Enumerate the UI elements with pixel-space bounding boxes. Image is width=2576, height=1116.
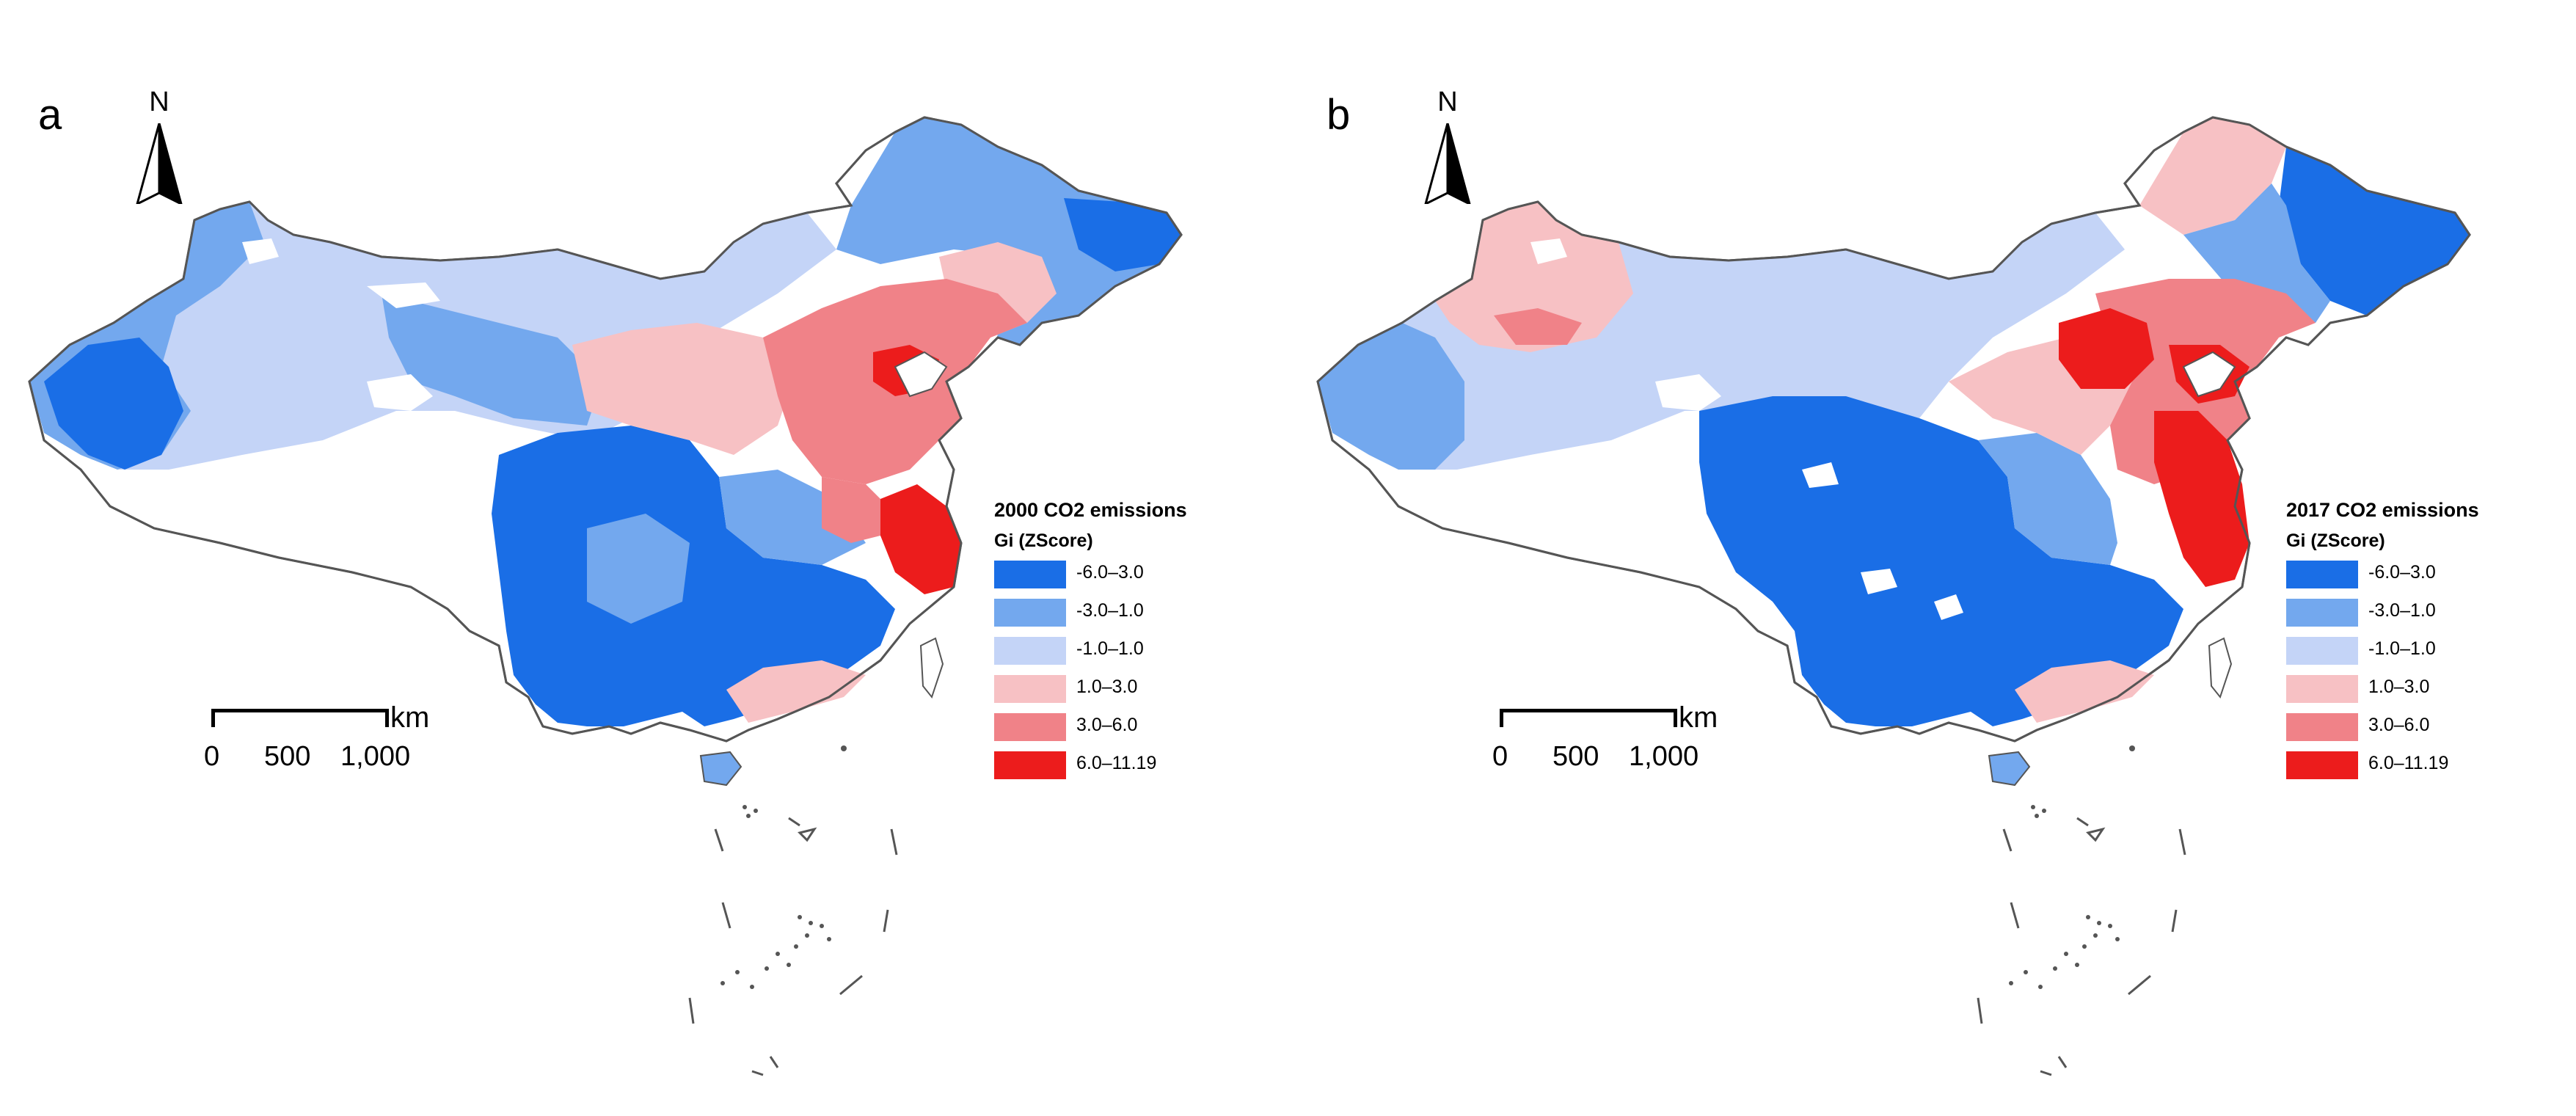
- scale-tick: 500: [264, 741, 311, 772]
- north-label: N: [149, 87, 169, 117]
- scale-tick: 0: [204, 741, 220, 772]
- legend-item: 3.0–6.0: [2286, 706, 2576, 744]
- scale-unit: km: [390, 701, 430, 734]
- legend-swatch: [2286, 675, 2358, 703]
- north-label: N: [1437, 87, 1458, 117]
- legend-label: 3.0–6.0: [1076, 715, 1138, 735]
- legend-swatch: [2286, 637, 2358, 665]
- legend-item: 3.0–6.0: [994, 706, 1288, 744]
- legend-item: -1.0–1.0: [2286, 630, 2576, 668]
- legend-label: -1.0–1.0: [2368, 638, 2436, 659]
- legend-item: -1.0–1.0: [994, 630, 1288, 668]
- legend-item: 1.0–3.0: [994, 668, 1288, 706]
- north-arrow: N: [1415, 88, 1481, 213]
- north-arrow: N: [126, 88, 192, 213]
- legend-swatch: [2286, 751, 2358, 779]
- legend-label: -6.0–3.0: [2368, 562, 2436, 583]
- legend-swatch: [994, 637, 1066, 665]
- scale-tick: 1,000: [340, 741, 411, 772]
- legend-swatch: [994, 751, 1066, 779]
- legend: 2017 CO2 emissions Gi (ZScore) -6.0–3.0 …: [2286, 497, 2576, 782]
- scale-bar-line: [1500, 709, 1677, 727]
- legend-label: 6.0–11.19: [1076, 753, 1157, 773]
- map-panel-a: a N km 0 500 1,000 2000 CO2 emissions Gi…: [28, 88, 1288, 1076]
- legend-item: -6.0–3.0: [994, 553, 1288, 591]
- legend-label: -1.0–1.0: [1076, 638, 1144, 659]
- legend-label: -3.0–1.0: [1076, 600, 1144, 621]
- panel-letter: b: [1327, 91, 1351, 139]
- legend-item: 1.0–3.0: [2286, 668, 2576, 706]
- legend-item: -3.0–1.0: [2286, 591, 2576, 630]
- legend-title: 2000 CO2 emissions: [994, 499, 1187, 521]
- scale-tick: 0: [1492, 741, 1508, 772]
- legend-subtitle: Gi (ZScore): [994, 530, 1093, 551]
- map-panel-b: b N km 0 500 1,000 2017 CO2 emissions Gi…: [1288, 0, 2576, 1116]
- legend-item: -3.0–1.0: [994, 591, 1288, 630]
- legend-label: -6.0–3.0: [1076, 562, 1144, 583]
- legend-item: -6.0–3.0: [2286, 553, 2576, 591]
- legend-label: 3.0–6.0: [2368, 715, 2430, 735]
- china-map-2017: [1316, 116, 2471, 1076]
- legend: 2000 CO2 emissions Gi (ZScore) -6.0–3.0 …: [994, 497, 1288, 782]
- scale-bar-line: [211, 709, 389, 727]
- legend-swatch: [994, 713, 1066, 741]
- legend-item: 6.0–11.19: [2286, 744, 2576, 782]
- legend-swatch: [2286, 561, 2358, 588]
- north-arrow-icon: [136, 123, 183, 204]
- legend-swatch: [2286, 599, 2358, 627]
- legend-label: 1.0–3.0: [1076, 676, 1138, 697]
- scale-bar: km 0 500 1,000: [1492, 701, 1718, 787]
- legend-subtitle: Gi (ZScore): [2286, 530, 2385, 551]
- china-map-2000: [28, 116, 1183, 1076]
- legend-label: 1.0–3.0: [2368, 676, 2430, 697]
- scale-tick: 1,000: [1629, 741, 1699, 772]
- legend-label: 6.0–11.19: [2368, 753, 2449, 773]
- panel-letter: a: [38, 91, 62, 139]
- legend-label: -3.0–1.0: [2368, 600, 2436, 621]
- legend-item: 6.0–11.19: [994, 744, 1288, 782]
- legend-swatch: [994, 675, 1066, 703]
- legend-swatch: [994, 561, 1066, 588]
- legend-title: 2017 CO2 emissions: [2286, 499, 2479, 521]
- scale-bar: km 0 500 1,000: [204, 701, 429, 787]
- north-arrow-icon: [1424, 123, 1471, 204]
- legend-swatch: [2286, 713, 2358, 741]
- legend-swatch: [994, 599, 1066, 627]
- scale-tick: 500: [1552, 741, 1599, 772]
- scale-unit: km: [1679, 701, 1718, 734]
